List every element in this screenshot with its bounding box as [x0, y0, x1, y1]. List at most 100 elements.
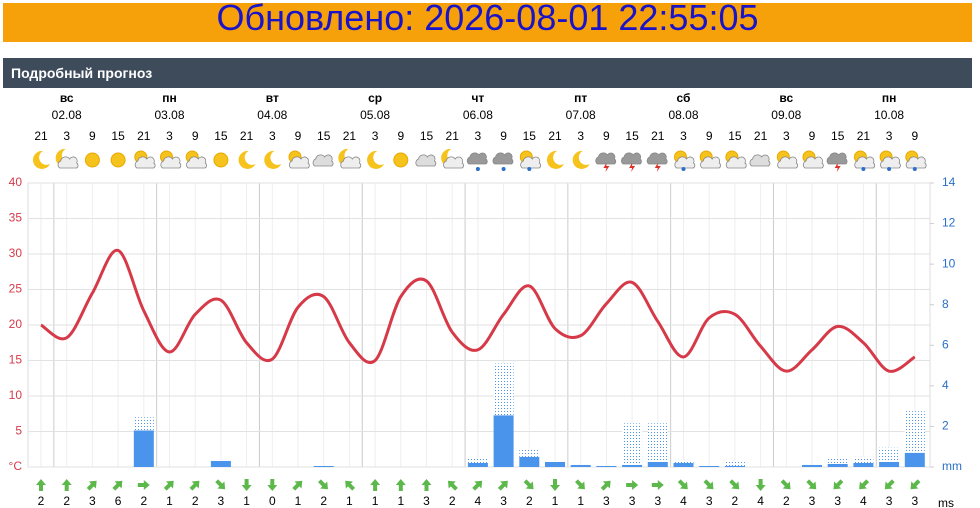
- hour-label: 15: [214, 129, 228, 143]
- hour-label: 3: [680, 129, 687, 143]
- wind-speed: 4: [680, 494, 687, 508]
- y2-tick-label: 2: [942, 419, 949, 433]
- hour-label: 9: [911, 129, 918, 143]
- wind-arrow: [550, 479, 560, 491]
- wind-arrow: [215, 479, 226, 490]
- hour-label: 3: [166, 129, 173, 143]
- wind-speed: 3: [500, 494, 507, 508]
- moon: [546, 150, 564, 169]
- precipitation-bar: [904, 411, 925, 453]
- precipitation-bar: [467, 462, 488, 467]
- cloud: [595, 152, 617, 165]
- cloud: [415, 154, 437, 167]
- wind-speed: 3: [603, 494, 610, 508]
- weather-icon: [160, 150, 182, 169]
- lightning: [629, 163, 636, 172]
- arrow-shape: [292, 480, 303, 491]
- y-tick-label: 10: [9, 388, 23, 402]
- arrow-shape: [884, 479, 895, 490]
- cloud: [492, 152, 514, 165]
- day-date: 03.08: [154, 108, 184, 122]
- wind-speed: 1: [552, 494, 559, 508]
- wind-arrow: [472, 480, 483, 491]
- weather-icon: [905, 150, 927, 171]
- update-text: Обновлено: 2026-08-01 22:55:05: [216, 0, 759, 38]
- lightning: [603, 163, 610, 172]
- weather-icon: [264, 150, 282, 169]
- wind-arrow: [370, 479, 381, 491]
- wind-speed: 4: [757, 494, 764, 508]
- rain-drop: [527, 167, 532, 171]
- moon: [367, 150, 385, 169]
- wind-speed: 3: [423, 494, 430, 508]
- day-name: вс: [60, 91, 74, 105]
- hour-label: 15: [111, 129, 125, 143]
- rain-drop: [912, 167, 917, 171]
- day-date: 07.08: [566, 108, 596, 122]
- hour-label: 3: [783, 129, 790, 143]
- arrow-shape: [395, 479, 406, 491]
- arrow-shape: [550, 479, 560, 491]
- precipitation-bar: [313, 465, 334, 467]
- precipitation-bar: [853, 456, 874, 463]
- arrow-shape: [241, 479, 252, 491]
- weather-icon: [213, 152, 229, 168]
- hour-label: 15: [317, 129, 331, 143]
- cloud: [700, 156, 721, 169]
- wind-arrow: [703, 479, 714, 490]
- day-name: пн: [162, 91, 177, 105]
- wind-speed: 2: [38, 494, 45, 508]
- day-date: 08.08: [668, 108, 698, 122]
- cloud: [802, 156, 824, 169]
- cloud: [749, 154, 771, 167]
- cloud: [443, 156, 464, 169]
- wind-arrow: [36, 479, 46, 491]
- cloud: [520, 156, 541, 169]
- arrow-shape: [472, 480, 483, 491]
- wind-speed: 3: [706, 494, 713, 508]
- weather-icon: [725, 150, 747, 169]
- wind-speed: 1: [295, 494, 302, 508]
- weather-icon: [393, 152, 409, 168]
- precipitation-bar: [879, 447, 900, 462]
- wind-speed: 1: [372, 494, 379, 508]
- hour-label: 9: [295, 129, 302, 143]
- wind-speed: 6: [115, 494, 122, 508]
- weather-icon: [185, 150, 207, 169]
- day-name: пт: [574, 91, 587, 105]
- hour-label: 3: [886, 129, 893, 143]
- y2-tick-label: mm: [942, 459, 962, 473]
- sun: [110, 152, 126, 168]
- precipitation-bar: [622, 464, 643, 467]
- arrow-shape: [859, 479, 870, 490]
- wind-arrow: [267, 479, 278, 491]
- weather-icon: [110, 152, 126, 168]
- cloud: [57, 156, 79, 169]
- moon: [264, 150, 282, 169]
- wind-arrow: [345, 480, 356, 491]
- wind-speed: 2: [192, 494, 199, 508]
- wind-speed: 3: [218, 494, 225, 508]
- cloud: [134, 156, 156, 169]
- arrow-shape: [189, 480, 200, 491]
- hour-label: 9: [397, 129, 404, 143]
- day-name: пн: [882, 91, 897, 105]
- arrow-shape: [163, 480, 174, 491]
- arrow-shape: [447, 480, 458, 491]
- weather-icon: [519, 150, 541, 171]
- precipitation-bar: [133, 417, 154, 431]
- day-date: 04.08: [257, 108, 287, 122]
- hour-label: 3: [269, 129, 276, 143]
- arrow-shape: [137, 480, 150, 490]
- arrow-shape: [421, 479, 432, 491]
- cloud: [725, 156, 747, 169]
- rain-drop: [681, 167, 686, 171]
- weather-icon: [802, 150, 824, 169]
- wind-speed: 1: [397, 494, 404, 508]
- hour-label: 21: [137, 129, 151, 143]
- precipitation-bar: [467, 458, 488, 463]
- lightning: [834, 163, 841, 172]
- arrow-shape: [780, 479, 791, 490]
- cloud: [288, 156, 310, 169]
- y2-tick-label: 6: [942, 337, 949, 351]
